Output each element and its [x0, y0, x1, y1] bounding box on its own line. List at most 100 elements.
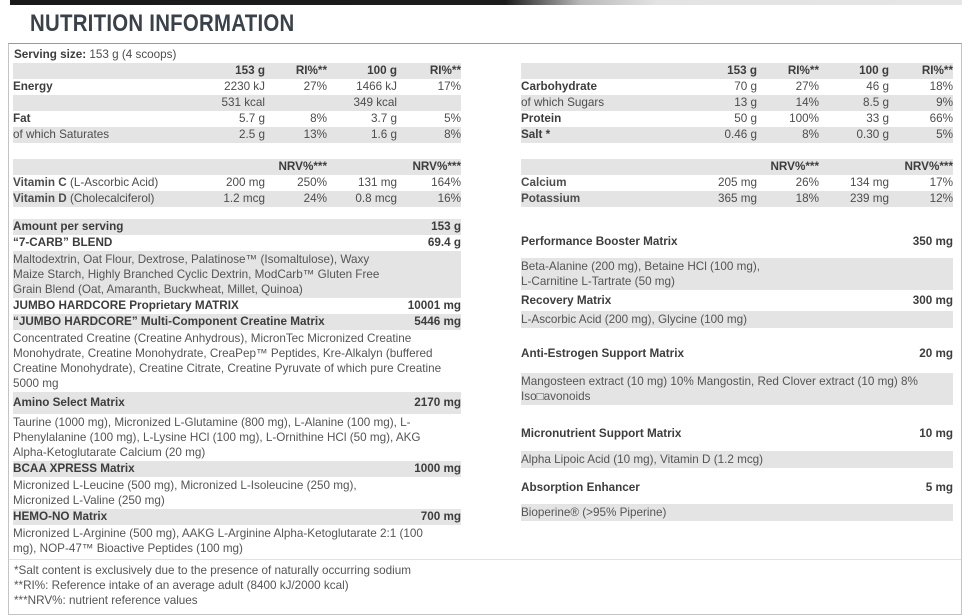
col-header-nrv: NRV%*** [904, 160, 953, 173]
matrix-name: Absorption Enhancer [521, 481, 640, 494]
nutrient-value: 8% [802, 128, 819, 141]
matrix-row: Anti-Estrogen Support Matrix 20 mg [521, 346, 953, 362]
matrix-name: “7-CARB” BLEND [13, 236, 113, 249]
matrix-ingredients: Micronized L-Arginine (500 mg), AAKG L-A… [13, 527, 423, 555]
matrix-name: Recovery Matrix [521, 294, 612, 307]
nutrient-value: 18% [929, 80, 953, 93]
matrix-amount: 10 mg [919, 427, 953, 440]
col-header-nrv: NRV%*** [278, 160, 327, 173]
col-header-nrv: NRV%*** [412, 160, 461, 173]
nutrient-value: 27% [795, 80, 819, 93]
matrix-name: “JUMBO HARDCORE” Multi-Component Creatin… [13, 315, 325, 328]
nutrient-value: 1466 kJ [356, 80, 397, 93]
matrix-row: Recovery Matrix 300 mg [521, 293, 953, 309]
matrix-ingredients: Taurine (1000 mg), Micronized L-Glutamin… [13, 416, 421, 459]
matrix-amount: 5446 mg [414, 315, 461, 328]
matrix-amount: 69.4 g [427, 236, 461, 249]
matrix-name: JUMBO HARDCORE Proprietary MATRIX [13, 299, 239, 312]
nutrient-value: 3.7 g [371, 112, 397, 125]
footnotes: *Salt content is exclusively due to the … [9, 559, 961, 612]
nutrient-value: 200 mg [226, 176, 265, 189]
nutrient-value: 5% [444, 112, 461, 125]
nutrient-row: of which Saturates 2.5 g 13% 1.6 g 8% [13, 127, 461, 143]
nutrient-value: 27% [303, 80, 327, 93]
nutrient-row: Calcium 205 mg 26% 134 mg 17% [521, 175, 953, 191]
nutrient-value: 365 mg [718, 192, 757, 205]
matrix-name: Performance Booster Matrix [521, 235, 678, 248]
matrix-amount: 300 mg [912, 294, 953, 307]
matrix-row: Amount per serving 153 g [13, 219, 461, 235]
nutrient-value: 12% [929, 192, 953, 205]
nutrient-value: 2.5 g [239, 128, 265, 141]
matrix-name: BCAA XPRESS Matrix [13, 462, 135, 475]
nutrient-value: 16% [437, 192, 461, 205]
nutrient-label: Protein [521, 112, 562, 125]
matrix-amount: 5 mg [925, 481, 953, 494]
nutrient-value: 0.8 mcg [355, 192, 397, 205]
nutrient-value: 1.6 g [371, 128, 397, 141]
nutrient-value: 5.7 g [239, 112, 265, 125]
nutrient-value: 164% [431, 176, 461, 189]
top-accent-strip [10, 0, 962, 5]
nutrient-label: Vitamin C [13, 176, 67, 189]
column-gap [461, 63, 521, 557]
nutrient-value [397, 95, 461, 111]
col-header-nrv: NRV%*** [770, 160, 819, 173]
nutrient-value: 14% [795, 96, 819, 109]
nutrient-value: 100% [789, 112, 819, 125]
nutrient-row: Vitamin C (L-Ascorbic Acid) 200 mg 250% … [13, 175, 461, 191]
page-title: NUTRITION INFORMATION [30, 10, 295, 37]
nutrient-value: 205 mg [718, 176, 757, 189]
nutrient-value: 0.30 g [856, 128, 890, 141]
nutrient-row: Carbohydrate 70 g 27% 46 g 18% [521, 79, 953, 95]
nutrient-value: 2230 kJ [224, 80, 265, 93]
matrix-row: Amino Select Matrix 2170 mg [13, 392, 461, 414]
matrix-ingredients: Alpha Lipoic Acid (10 mg), Vitamin D (1.… [521, 451, 953, 468]
col-header-ri: RI%** [295, 64, 327, 77]
nutrient-value: 17% [929, 176, 953, 189]
nutrient-value: 531 kcal [221, 96, 265, 109]
footnote-nrv: ***NRV%: nutrient reference values [14, 594, 198, 607]
header: NUTRITION INFORMATION [0, 5, 970, 43]
nutrient-label: Calcium [521, 176, 567, 189]
nutrient-row: Protein 50 g 100% 33 g 66% [521, 111, 953, 127]
right-column: 153 g RI%** 100 g RI%** Carbohydrate 70 … [521, 63, 957, 557]
matrix-row: Absorption Enhancer 5 mg [521, 480, 953, 496]
matrix-name: Anti-Estrogen Support Matrix [521, 347, 684, 360]
matrix-ingredients: Bioperine® (>95% Piperine) [521, 504, 953, 521]
nutrient-row: Vitamin D (Cholecalciferol) 1.2 mcg 24% … [13, 191, 461, 207]
left-column: 153 g RI%** 100 g RI%** Energy 2230 kJ 2… [13, 63, 461, 557]
matrix-ingredients: Concentrated Creatine (Creatine Anhydrou… [13, 332, 442, 390]
matrix-row: Performance Booster Matrix 350 mg [521, 234, 953, 250]
col-header-ri: RI%** [921, 64, 953, 77]
nutrient-label: of which Saturates [13, 128, 110, 141]
nutrient-label: Salt * [521, 128, 551, 141]
nutrient-row: Potassium 365 mg 18% 239 mg 12% [521, 191, 953, 207]
matrix-name: Micronutrient Support Matrix [521, 427, 682, 440]
matrix-amount: 350 mg [912, 235, 953, 248]
nutrient-row: Fat 5.7 g 8% 3.7 g 5% [13, 111, 461, 127]
matrix-row: BCAA XPRESS Matrix 1000 mg [13, 461, 461, 477]
matrix-ingredients: Micronized L-Leucine (500 mg), Micronize… [13, 479, 357, 507]
matrix-name: Amount per serving [13, 220, 124, 233]
nutrient-value: 13% [303, 128, 327, 141]
matrix-ingredients: Maltodextrin, Oat Flour, Dextrose, Palat… [13, 251, 461, 298]
matrix-ingredients: Beta-Alanine (200 mg), Betaine HCl (100 … [521, 258, 953, 290]
table-header-row: 153 g RI%** 100 g RI%** [521, 63, 953, 79]
nutrient-value: 18% [795, 192, 819, 205]
matrix-amount: 2170 mg [414, 396, 461, 409]
nutrient-label: Energy [13, 80, 53, 93]
nutrient-value: 250% [297, 176, 327, 189]
matrix-name: Amino Select Matrix [13, 396, 125, 409]
matrix-ingredients: Mangosteen extract (10 mg) 10% Mangostin… [521, 373, 953, 405]
nutrient-value: 0.46 g [724, 128, 758, 141]
nutrient-value: 24% [303, 192, 327, 205]
nutrient-value: 239 mg [850, 192, 889, 205]
nutrient-value: 8.5 g [863, 96, 889, 109]
nutrient-value: 66% [929, 112, 953, 125]
col-header-ri: RI%** [787, 64, 819, 77]
nrv-header-row: NRV%*** NRV%*** [521, 159, 953, 175]
nutrient-label: of which Sugars [521, 96, 605, 109]
nutrient-value: 70 g [734, 80, 757, 93]
nutrient-value: 9% [936, 96, 953, 109]
